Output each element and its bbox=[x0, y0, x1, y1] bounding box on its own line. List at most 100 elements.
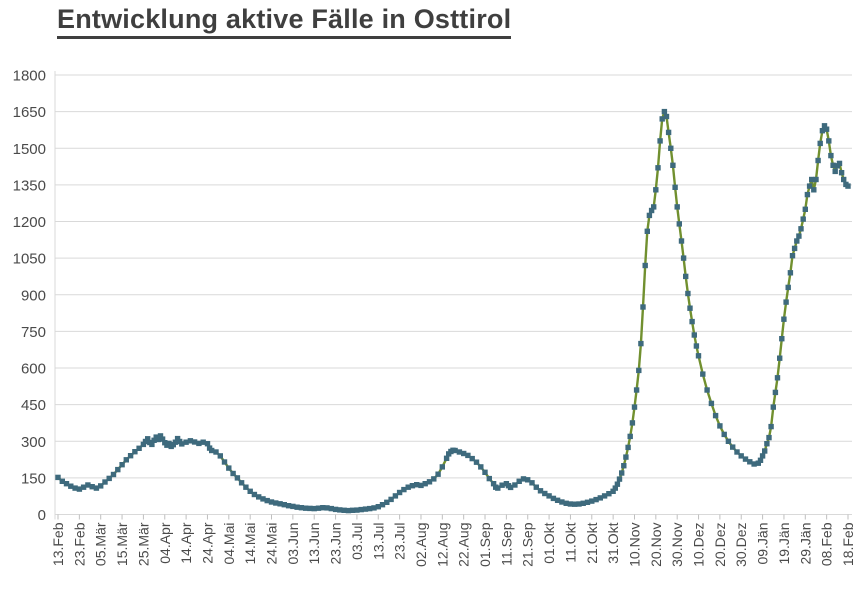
y-axis-tick-label: 900 bbox=[21, 287, 46, 304]
data-point-marker bbox=[486, 475, 492, 482]
data-point-marker bbox=[742, 456, 749, 462]
series-markers bbox=[55, 108, 851, 514]
data-point-marker bbox=[55, 474, 61, 481]
data-point-marker bbox=[680, 255, 687, 261]
data-point-marker bbox=[537, 488, 544, 494]
data-point-marker bbox=[384, 499, 390, 505]
data-point-marker bbox=[520, 476, 527, 482]
data-point-marker bbox=[414, 482, 420, 488]
data-point-marker bbox=[762, 448, 768, 454]
data-point-marker bbox=[533, 484, 539, 490]
data-point-marker bbox=[691, 332, 697, 338]
data-point-marker bbox=[401, 486, 407, 493]
data-point-marker bbox=[794, 238, 800, 244]
data-point-marker bbox=[63, 481, 70, 487]
data-point-marker bbox=[644, 228, 650, 234]
x-axis-tick-label: 22.Aug bbox=[456, 523, 472, 567]
data-point-marker bbox=[785, 284, 791, 291]
data-point-marker bbox=[268, 499, 275, 505]
x-axis-tick-label: 25.Mär bbox=[135, 522, 151, 566]
x-axis-tick-label: 09.Jän bbox=[755, 523, 771, 565]
data-point-marker bbox=[815, 157, 821, 164]
data-point-marker bbox=[110, 471, 117, 478]
data-point-marker bbox=[277, 501, 283, 507]
data-point-marker bbox=[751, 461, 757, 467]
data-point-marker bbox=[409, 483, 416, 489]
data-point-marker bbox=[712, 412, 719, 419]
data-point-marker bbox=[817, 140, 823, 147]
data-point-marker bbox=[657, 138, 663, 144]
data-point-marker bbox=[606, 491, 612, 497]
data-point-marker bbox=[614, 481, 621, 487]
data-point-marker bbox=[516, 478, 522, 484]
data-point-marker bbox=[633, 387, 640, 393]
data-point-marker bbox=[495, 485, 501, 491]
data-point-marker bbox=[422, 481, 428, 487]
data-point-marker bbox=[396, 489, 403, 496]
data-point-marker bbox=[187, 438, 194, 444]
data-point-marker bbox=[638, 340, 644, 347]
data-point-marker bbox=[695, 353, 702, 359]
data-point-marker bbox=[700, 371, 706, 377]
data-point-marker bbox=[85, 482, 91, 488]
x-axis-tick-label: 20.Dez bbox=[712, 523, 728, 567]
data-point-marker bbox=[204, 441, 211, 447]
x-axis-tick-label: 30.Dez bbox=[733, 523, 749, 567]
data-point-marker bbox=[371, 505, 377, 511]
data-point-marker bbox=[619, 470, 625, 476]
data-point-marker bbox=[653, 187, 659, 193]
data-point-marker bbox=[151, 437, 157, 443]
data-point-marker bbox=[149, 441, 155, 448]
data-point-marker bbox=[349, 507, 356, 513]
data-point-marker bbox=[320, 505, 326, 511]
x-axis-tick-label: 23.Jun bbox=[328, 523, 344, 565]
data-point-marker bbox=[730, 444, 736, 450]
data-point-marker bbox=[328, 505, 334, 512]
data-point-marker bbox=[362, 506, 369, 512]
data-point-marker bbox=[648, 207, 655, 214]
y-axis-tick-label: 1200 bbox=[13, 214, 46, 231]
data-point-marker bbox=[456, 449, 463, 455]
data-point-marker bbox=[796, 233, 802, 239]
data-point-marker bbox=[836, 160, 843, 167]
data-point-marker bbox=[806, 183, 813, 189]
y-axis-tick-label: 1350 bbox=[13, 177, 46, 194]
data-point-marker bbox=[572, 501, 578, 507]
data-point-marker bbox=[721, 431, 727, 438]
data-point-marker bbox=[256, 494, 262, 500]
data-point-marker bbox=[689, 318, 695, 325]
data-point-marker bbox=[823, 126, 830, 132]
x-axis-tick-label: 14.Mai bbox=[242, 523, 258, 565]
data-point-marker bbox=[800, 216, 806, 222]
data-point-marker bbox=[550, 495, 557, 502]
data-point-marker bbox=[332, 506, 339, 513]
data-point-marker bbox=[311, 505, 317, 512]
data-point-marker bbox=[426, 479, 433, 485]
y-axis-tick-label: 1650 bbox=[13, 104, 46, 121]
data-point-marker bbox=[759, 453, 766, 459]
data-point-marker bbox=[828, 152, 834, 159]
data-point-marker bbox=[196, 440, 202, 447]
data-point-marker bbox=[621, 463, 627, 469]
data-point-marker bbox=[704, 387, 710, 393]
data-point-marker bbox=[290, 503, 296, 510]
data-point-marker bbox=[247, 488, 253, 494]
data-point-marker bbox=[358, 506, 364, 513]
x-axis-tick-label: 05.Mär bbox=[93, 522, 109, 566]
data-point-marker bbox=[646, 212, 653, 219]
x-axis-tick-label: 11.Sep bbox=[498, 522, 514, 566]
data-point-marker bbox=[294, 504, 300, 510]
data-point-marker bbox=[757, 457, 764, 463]
y-axis-tick-label: 0 bbox=[38, 507, 46, 524]
data-point-marker bbox=[838, 170, 845, 176]
data-point-marker bbox=[281, 502, 287, 508]
data-point-marker bbox=[830, 162, 836, 168]
x-axis-tick-label: 10.Nov bbox=[626, 523, 642, 567]
data-point-marker bbox=[106, 475, 112, 482]
data-point-marker bbox=[655, 165, 661, 171]
data-point-marker bbox=[482, 469, 488, 475]
data-point-marker bbox=[616, 476, 623, 482]
data-point-marker bbox=[512, 482, 518, 488]
data-point-marker bbox=[629, 420, 636, 426]
data-point-marker bbox=[337, 507, 343, 513]
